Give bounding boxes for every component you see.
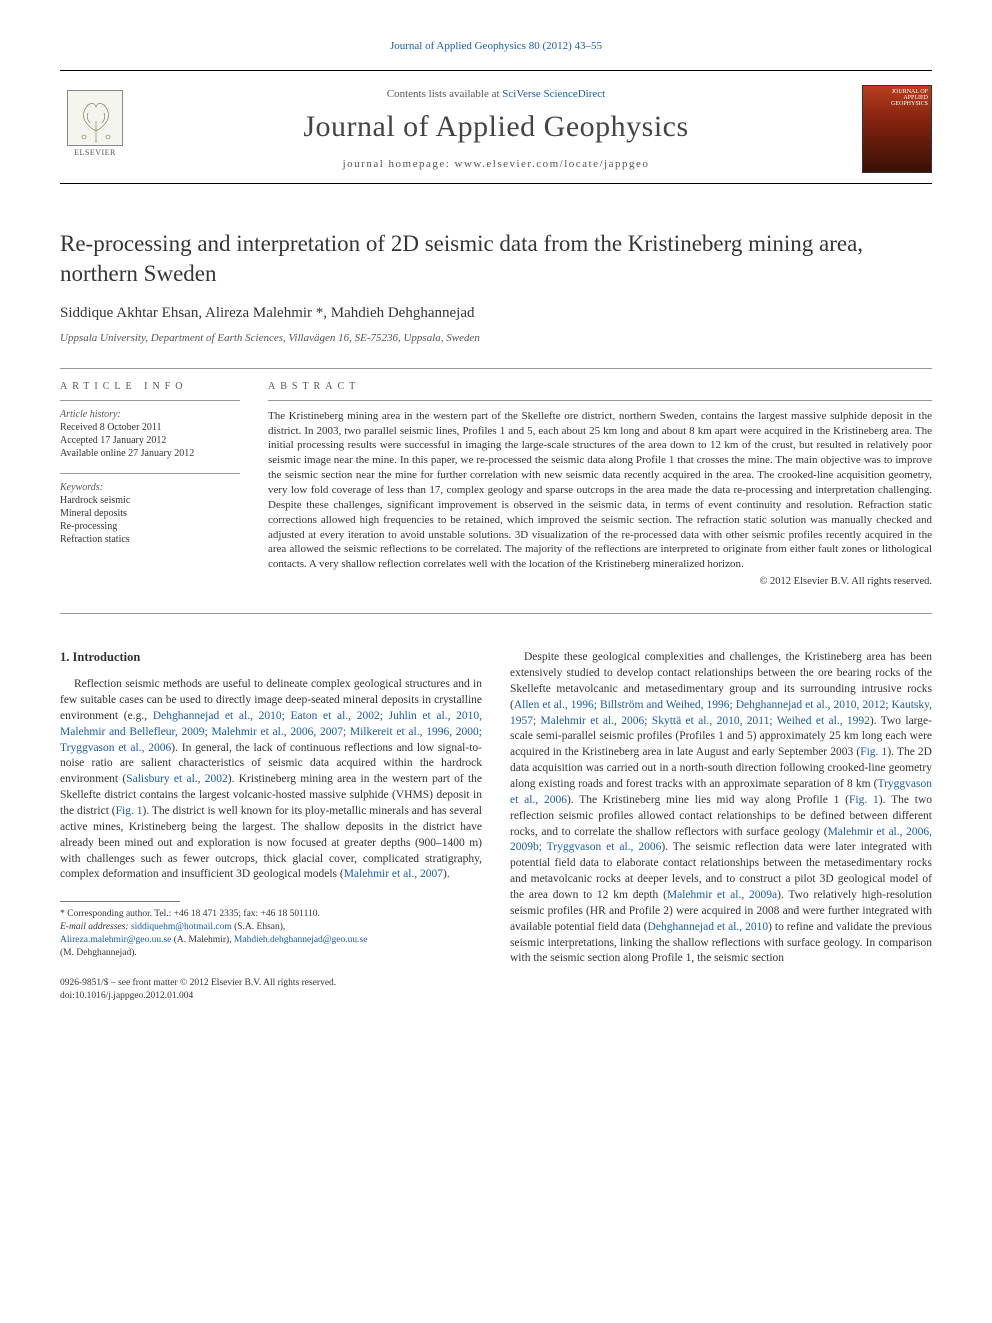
abstract-text: The Kristineberg mining area in the west… (268, 409, 932, 572)
body-column-left: 1. Introduction Reflection seismic metho… (60, 650, 482, 1002)
intro-paragraph-1: Reflection seismic methods are useful to… (60, 677, 482, 883)
journal-homepage: journal homepage: www.elsevier.com/locat… (146, 158, 846, 170)
corr-author-line: * Corresponding author. Tel.: +46 18 471… (60, 908, 482, 921)
affiliation: Uppsala University, Department of Earth … (60, 332, 932, 344)
publisher-logo: ELSEVIER (60, 90, 130, 168)
journal-cover-thumb: JOURNAL OF APPLIED GEOPHYSICS (862, 85, 932, 173)
article-info-column: ARTICLE INFO Article history: Received 8… (60, 381, 240, 595)
author-email-link[interactable]: Alireza.malehmir@geo.uu.se (60, 935, 171, 945)
citation-link[interactable]: Dehghannejad et al., 2010 (648, 921, 769, 933)
top-citation: Journal of Applied Geophysics 80 (2012) … (60, 40, 932, 52)
abstract-copyright: © 2012 Elsevier B.V. All rights reserved… (268, 576, 932, 595)
email-line: E-mail addresses: siddiquehm@hotmail.com… (60, 921, 482, 959)
journal-title: Journal of Applied Geophysics (146, 110, 846, 144)
abstract-column: ABSTRACT The Kristineberg mining area in… (268, 381, 932, 595)
citation-link[interactable]: Malehmir et al., 2009a (667, 889, 777, 901)
author-list: Siddique Akhtar Ehsan, Alireza Malehmir … (60, 305, 932, 322)
contents-prefix: Contents lists available at (387, 88, 502, 100)
author-email-link[interactable]: Mahdieh.dehghannejad@geo.uu.se (234, 935, 368, 945)
email-who: (M. Dehghannejad). (60, 948, 137, 958)
abstract-divider (268, 400, 932, 401)
footer-copyright: 0926-9851/$ – see front matter © 2012 El… (60, 977, 482, 989)
keyword: Mineral deposits (60, 508, 240, 519)
intro-heading: 1. Introduction (60, 650, 482, 665)
meta-divider-2 (60, 473, 240, 474)
text-fragment: ). (443, 868, 450, 880)
body-two-column: 1. Introduction Reflection seismic metho… (60, 650, 932, 1002)
divider-after-abstract (60, 613, 932, 614)
body-column-right: Despite these geological complexities an… (510, 650, 932, 1002)
footer-doi: doi:10.1016/j.jappgeo.2012.01.004 (60, 990, 482, 1002)
email-label: E-mail addresses: (60, 922, 131, 932)
received-date: Received 8 October 2011 (60, 422, 240, 433)
abstract-label: ABSTRACT (268, 381, 932, 392)
authors-text: Siddique Akhtar Ehsan, Alireza Malehmir … (60, 305, 474, 321)
text-fragment: ). The Kristineberg mine lies mid way al… (567, 794, 849, 806)
email-who: (S.A. Ehsan), (232, 922, 286, 932)
header-center: Contents lists available at SciVerse Sci… (130, 88, 862, 170)
article-info-label: ARTICLE INFO (60, 381, 240, 392)
citation-link[interactable]: Allen et al., 1996; Billström and Weihed… (510, 699, 932, 727)
meta-abstract-row: ARTICLE INFO Article history: Received 8… (60, 381, 932, 595)
citation-link[interactable]: Salisbury et al., 2002 (126, 773, 228, 785)
keywords-label: Keywords: (60, 482, 240, 493)
online-date: Available online 27 January 2012 (60, 448, 240, 459)
figure-link[interactable]: Fig. 1 (860, 746, 887, 758)
sciencedirect-link[interactable]: SciVerse ScienceDirect (502, 88, 605, 100)
keyword: Hardrock seismic (60, 495, 240, 506)
page-footer: 0926-9851/$ – see front matter © 2012 El… (60, 977, 482, 1002)
elsevier-tree-icon (67, 90, 123, 146)
corresponding-footnote: * Corresponding author. Tel.: +46 18 471… (60, 908, 482, 959)
history-label: Article history: (60, 409, 240, 420)
keywords-block: Keywords: Hardrock seismic Mineral depos… (60, 482, 240, 545)
citation-link[interactable]: Malehmir et al., 2007 (344, 868, 443, 880)
journal-header: ELSEVIER Contents lists available at Sci… (60, 70, 932, 184)
keyword: Re-processing (60, 521, 240, 532)
divider-top (60, 368, 932, 369)
intro-paragraph-2: Despite these geological complexities an… (510, 650, 932, 967)
top-citation-link[interactable]: Journal of Applied Geophysics 80 (2012) … (390, 40, 602, 52)
publisher-name: ELSEVIER (74, 148, 116, 157)
accepted-date: Accepted 17 January 2012 (60, 435, 240, 446)
cover-title: JOURNAL OF APPLIED GEOPHYSICS (891, 89, 928, 107)
article-history: Article history: Received 8 October 2011… (60, 409, 240, 459)
meta-divider-1 (60, 400, 240, 401)
footnote-separator (60, 901, 180, 902)
figure-link[interactable]: Fig. 1 (849, 794, 879, 806)
paper-title: Re-processing and interpretation of 2D s… (60, 229, 932, 289)
contents-line: Contents lists available at SciVerse Sci… (146, 88, 846, 100)
author-email-link[interactable]: siddiquehm@hotmail.com (131, 922, 232, 932)
figure-link[interactable]: Fig. 1 (116, 805, 143, 817)
email-who: (A. Malehmir), (171, 935, 234, 945)
keyword: Refraction statics (60, 534, 240, 545)
